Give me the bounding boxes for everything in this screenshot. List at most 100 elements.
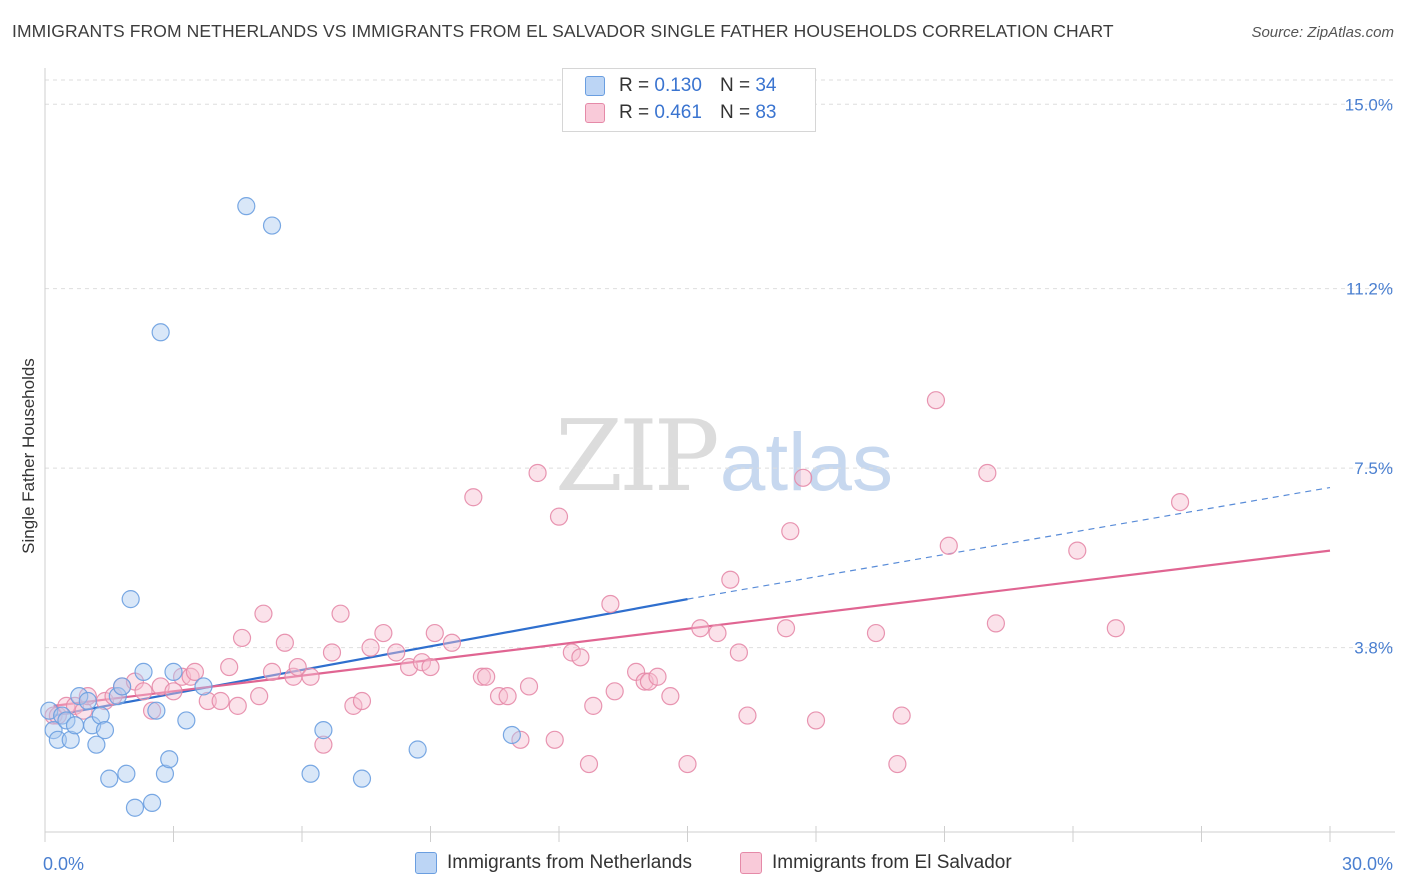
axes xyxy=(44,68,1395,842)
point-netherlands xyxy=(95,721,115,740)
point-el-salvador xyxy=(142,701,162,720)
point-el-salvador xyxy=(442,633,462,652)
point-el-salvador xyxy=(412,653,432,672)
point-el-salvador xyxy=(387,643,406,662)
x-tick-label-min: 0.0% xyxy=(43,854,84,874)
point-netherlands xyxy=(155,764,175,783)
trend-line-netherlands-extension xyxy=(687,486,1331,600)
point-netherlands xyxy=(237,197,256,216)
series-label-el-salvador: Immigrants from El Salvador xyxy=(772,852,1012,873)
series-swatch-el-salvador xyxy=(740,852,762,874)
point-el-salvador xyxy=(254,604,273,623)
point-netherlands xyxy=(301,764,320,783)
point-netherlands xyxy=(177,711,196,730)
legend-n-label: N = xyxy=(719,75,751,96)
correlation-legend: R = 0.130 N = 34 R = 0.461 N = 83 xyxy=(562,68,816,132)
y-axis-label: Single Father Households xyxy=(19,358,38,554)
legend-row-el-salvador: R = 0.461 N = 83 xyxy=(585,102,776,124)
y-tick-label: 3.8% xyxy=(1354,639,1393,658)
point-netherlands xyxy=(408,740,427,759)
point-netherlands xyxy=(160,750,179,769)
point-el-salvador xyxy=(678,754,697,774)
point-el-salvador xyxy=(1068,541,1087,560)
point-el-salvador xyxy=(164,682,183,701)
point-el-salvador xyxy=(549,507,569,526)
watermark-atlas: atlas xyxy=(719,417,893,508)
point-el-salvador xyxy=(866,623,886,643)
point-el-salvador xyxy=(472,667,491,686)
point-el-salvador xyxy=(288,657,307,677)
point-netherlands xyxy=(108,687,127,706)
point-el-salvador xyxy=(185,662,205,681)
point-netherlands xyxy=(91,706,110,725)
point-netherlands xyxy=(134,662,153,681)
point-el-salvador xyxy=(134,682,153,701)
point-netherlands xyxy=(87,735,106,754)
series-legend: Immigrants from Netherlands Immigrants f… xyxy=(0,850,1406,880)
point-netherlands xyxy=(100,769,119,788)
point-el-salvador xyxy=(648,667,667,686)
point-el-salvador xyxy=(1106,619,1125,638)
point-el-salvador xyxy=(374,623,393,643)
point-el-salvador xyxy=(314,735,333,754)
legend-swatch-el-salvador xyxy=(585,103,605,123)
legend-n-value: 34 xyxy=(755,75,777,96)
point-el-salvador xyxy=(198,691,217,711)
point-el-salvador xyxy=(220,657,239,677)
point-el-salvador xyxy=(250,687,269,706)
point-el-salvador xyxy=(74,701,93,720)
point-el-salvador xyxy=(352,691,372,711)
y-tick-label: 7.5% xyxy=(1354,459,1393,478)
point-el-salvador xyxy=(605,682,624,701)
point-el-salvador xyxy=(262,662,282,681)
point-el-salvador xyxy=(331,604,350,623)
point-el-salvador xyxy=(344,696,363,715)
axis-labels: 3.8% 7.5% 11.2% 15.0% 0.0% 30.0% Single Father… xyxy=(19,95,1393,874)
watermark-zip: ZIP xyxy=(555,400,720,514)
point-netherlands xyxy=(194,677,213,696)
point-netherlands xyxy=(151,323,170,342)
point-el-salvador xyxy=(888,754,907,774)
point-el-salvador xyxy=(232,628,252,648)
legend-r-label: R = xyxy=(619,75,650,96)
point-el-salvador xyxy=(528,463,547,483)
legend-n-label: N = xyxy=(719,102,751,123)
point-el-salvador xyxy=(776,619,796,638)
point-el-salvador xyxy=(729,643,749,662)
point-el-salvador xyxy=(322,643,342,662)
point-el-salvador xyxy=(545,730,564,749)
point-el-salvador xyxy=(806,711,826,730)
point-el-salvador xyxy=(939,536,958,555)
series-legend-el-salvador: Immigrants from El Salvador xyxy=(740,852,1012,874)
point-netherlands xyxy=(112,677,132,696)
point-netherlands xyxy=(352,769,372,788)
point-netherlands xyxy=(262,216,282,235)
legend-n-value: 83 xyxy=(755,102,777,123)
point-el-salvador xyxy=(781,522,800,541)
point-el-salvador xyxy=(601,594,620,614)
point-el-salvador xyxy=(794,468,813,487)
point-netherlands xyxy=(48,730,67,749)
point-el-salvador xyxy=(301,667,320,686)
point-el-salvador xyxy=(562,643,581,662)
point-el-salvador xyxy=(892,706,911,725)
series-legend-netherlands: Immigrants from Netherlands xyxy=(415,852,692,874)
watermark: ZIPatlas xyxy=(555,400,893,514)
point-netherlands xyxy=(117,764,136,783)
point-netherlands xyxy=(125,798,145,817)
point-el-salvador xyxy=(708,623,727,643)
source-credit: Source: ZipAtlas.com xyxy=(1251,24,1394,41)
point-netherlands xyxy=(164,662,183,681)
point-el-salvador xyxy=(926,391,946,410)
y-tick-label: 11.2% xyxy=(1346,280,1393,299)
point-el-salvador xyxy=(986,614,1006,633)
point-el-salvador xyxy=(721,570,740,589)
point-el-salvador xyxy=(584,696,603,715)
point-el-salvador xyxy=(498,687,517,706)
y-tick-label: 15.0% xyxy=(1345,95,1393,114)
legend-swatch-netherlands xyxy=(585,76,605,96)
point-el-salvador xyxy=(571,648,590,667)
series-swatch-netherlands xyxy=(415,852,437,874)
point-netherlands xyxy=(147,701,166,720)
